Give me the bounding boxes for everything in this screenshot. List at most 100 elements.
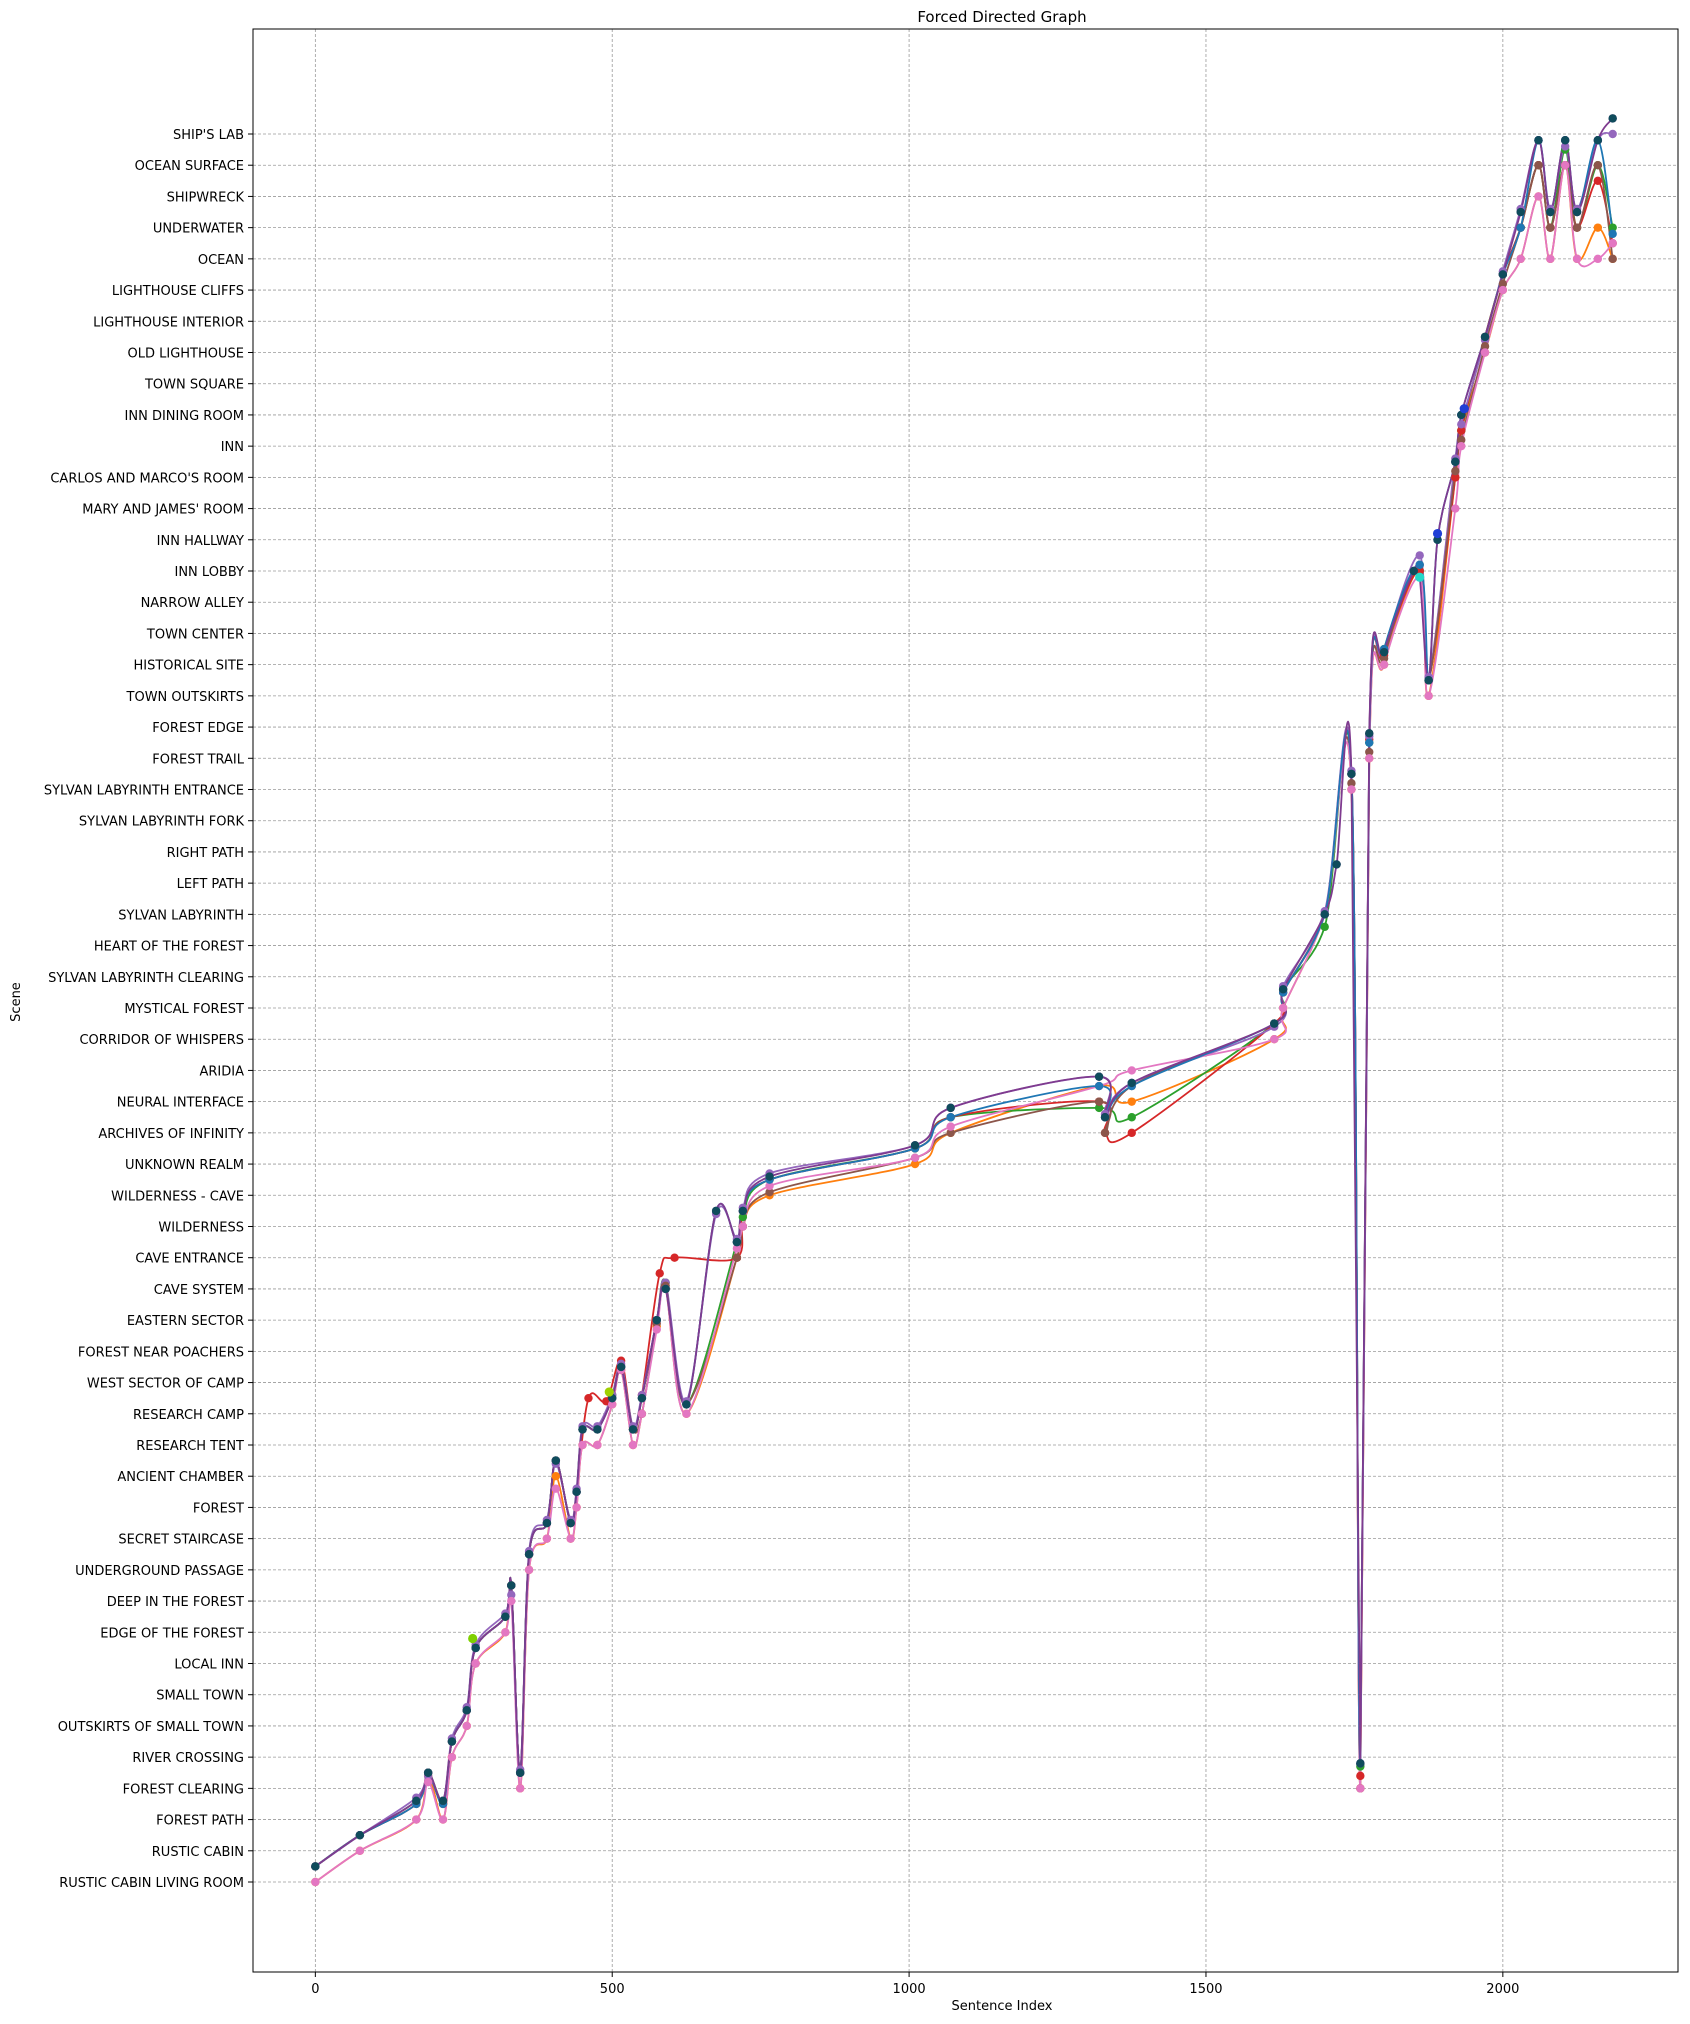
- data-point: [765, 1181, 774, 1191]
- y-tick-label: WILDERNESS: [158, 1221, 244, 1236]
- data-point: [1498, 285, 1508, 295]
- data-point: [462, 1706, 471, 1715]
- data-point: [1457, 441, 1466, 451]
- y-tick-label: LEFT PATH: [177, 877, 244, 892]
- data-point: [1480, 332, 1490, 342]
- data-point: [551, 1456, 561, 1465]
- y-tick-label: RIVER CROSSING: [132, 1751, 244, 1766]
- data-point: [637, 1409, 647, 1418]
- data-point: [1457, 426, 1466, 435]
- data-point: [438, 1796, 448, 1806]
- data-point: [652, 1315, 661, 1325]
- axis-ticks: RUSTIC CABIN LIVING ROOM RUSTIC CABIN FORE…: [44, 128, 1520, 1997]
- data-point: [1094, 1072, 1104, 1081]
- data-point: [1365, 754, 1374, 763]
- data-point: [515, 1768, 525, 1777]
- data-point: [1593, 136, 1603, 145]
- y-tick-label: NEURAL INTERFACE: [117, 1096, 244, 1111]
- data-point: [1593, 223, 1603, 232]
- data-point: [1480, 348, 1490, 357]
- data-point: [732, 1253, 742, 1262]
- y-tick-label: FOREST TRAIL: [152, 752, 244, 767]
- data-point: [1480, 342, 1490, 351]
- data-point: [732, 1237, 742, 1247]
- data-point: [655, 1269, 664, 1278]
- data-point: [946, 1113, 955, 1122]
- data-point: [566, 1518, 575, 1528]
- data-point: [738, 1222, 748, 1231]
- y-tick-label: SYLVAN LABYRINTH: [118, 908, 244, 923]
- data-point: [628, 1425, 638, 1434]
- data-point: [311, 1877, 320, 1887]
- data-point: [1415, 560, 1424, 569]
- y-axis-title: Scene: [9, 982, 24, 1022]
- data-point: [1365, 729, 1374, 738]
- data-point: [462, 1721, 471, 1731]
- data-point: [1379, 647, 1389, 657]
- y-tick-label: LIGHTHOUSE INTERIOR: [93, 315, 244, 330]
- y-tick-label: CARLOS AND MARCO'S ROOM: [50, 471, 244, 486]
- data-point: [1415, 572, 1425, 582]
- data-point: [423, 1777, 433, 1787]
- y-tick-label: INN: [221, 440, 244, 455]
- data-point: [1572, 223, 1582, 232]
- y-tick-label: UNDERGROUND PASSAGE: [75, 1564, 244, 1579]
- data-point: [572, 1503, 581, 1512]
- y-tick-label: SECRET STAIRCASE: [118, 1533, 244, 1548]
- y-tick-label: SHIP'S LAB: [173, 128, 244, 143]
- data-point: [910, 1153, 920, 1163]
- data-point: [1608, 254, 1617, 264]
- y-tick-label: LOCAL INN: [174, 1658, 244, 1673]
- y-tick-label: RESEARCH TENT: [136, 1439, 244, 1454]
- data-point: [572, 1487, 581, 1497]
- data-point: [910, 1159, 920, 1169]
- data-point: [1451, 473, 1460, 482]
- y-tick-label: FOREST EDGE: [152, 721, 244, 736]
- y-tick-label: EDGE OF THE FOREST: [100, 1626, 244, 1641]
- data-point: [447, 1752, 457, 1762]
- data-point: [1379, 660, 1389, 669]
- data-point: [1409, 566, 1418, 576]
- data-point: [1498, 270, 1508, 279]
- data-point: [738, 1206, 748, 1216]
- y-tick-label: FOREST PATH: [156, 1814, 244, 1829]
- y-tick-label: FOREST CLEARING: [123, 1782, 244, 1797]
- data-point: [1332, 860, 1341, 869]
- data-markers: [311, 114, 1617, 1887]
- data-point: [1534, 136, 1543, 145]
- y-tick-label: WILDERNESS - CAVE: [111, 1189, 244, 1204]
- data-point: [1320, 922, 1329, 932]
- data-point: [1608, 114, 1617, 123]
- data-point: [1534, 161, 1543, 170]
- data-point: [1457, 420, 1466, 429]
- data-point: [711, 1206, 721, 1216]
- data-point: [1608, 229, 1617, 239]
- data-point: [1365, 738, 1374, 747]
- y-tick-label: INN LOBBY: [175, 565, 245, 580]
- data-point: [447, 1737, 457, 1746]
- data-point: [1379, 654, 1389, 663]
- y-tick-label: MARY AND JAMES' ROOM: [82, 503, 244, 518]
- data-point: [1127, 1097, 1136, 1106]
- data-point: [542, 1534, 552, 1543]
- data-point: [1356, 1771, 1365, 1781]
- data-point: [1278, 1003, 1288, 1013]
- data-point: [628, 1440, 638, 1450]
- data-point: [652, 1325, 661, 1334]
- data-point: [311, 1862, 320, 1871]
- y-tick-label: RESEARCH CAMP: [133, 1408, 244, 1423]
- data-point: [1608, 223, 1617, 232]
- y-tick-label: HISTORICAL SITE: [134, 659, 245, 674]
- data-point: [1424, 691, 1433, 701]
- series-line: [314, 117, 1614, 1868]
- grid-lines: [253, 29, 1678, 1972]
- data-point: [1127, 1078, 1136, 1088]
- data-point: [1127, 1113, 1136, 1122]
- y-tick-label: RUSTIC CABIN LIVING ROOM: [59, 1876, 244, 1891]
- data-point: [1424, 676, 1433, 685]
- data-point: [1432, 528, 1443, 539]
- data-point: [593, 1425, 602, 1434]
- chart-title: Forced Directed Graph: [917, 8, 1086, 26]
- data-point: [946, 1128, 955, 1138]
- data-point: [501, 1612, 510, 1621]
